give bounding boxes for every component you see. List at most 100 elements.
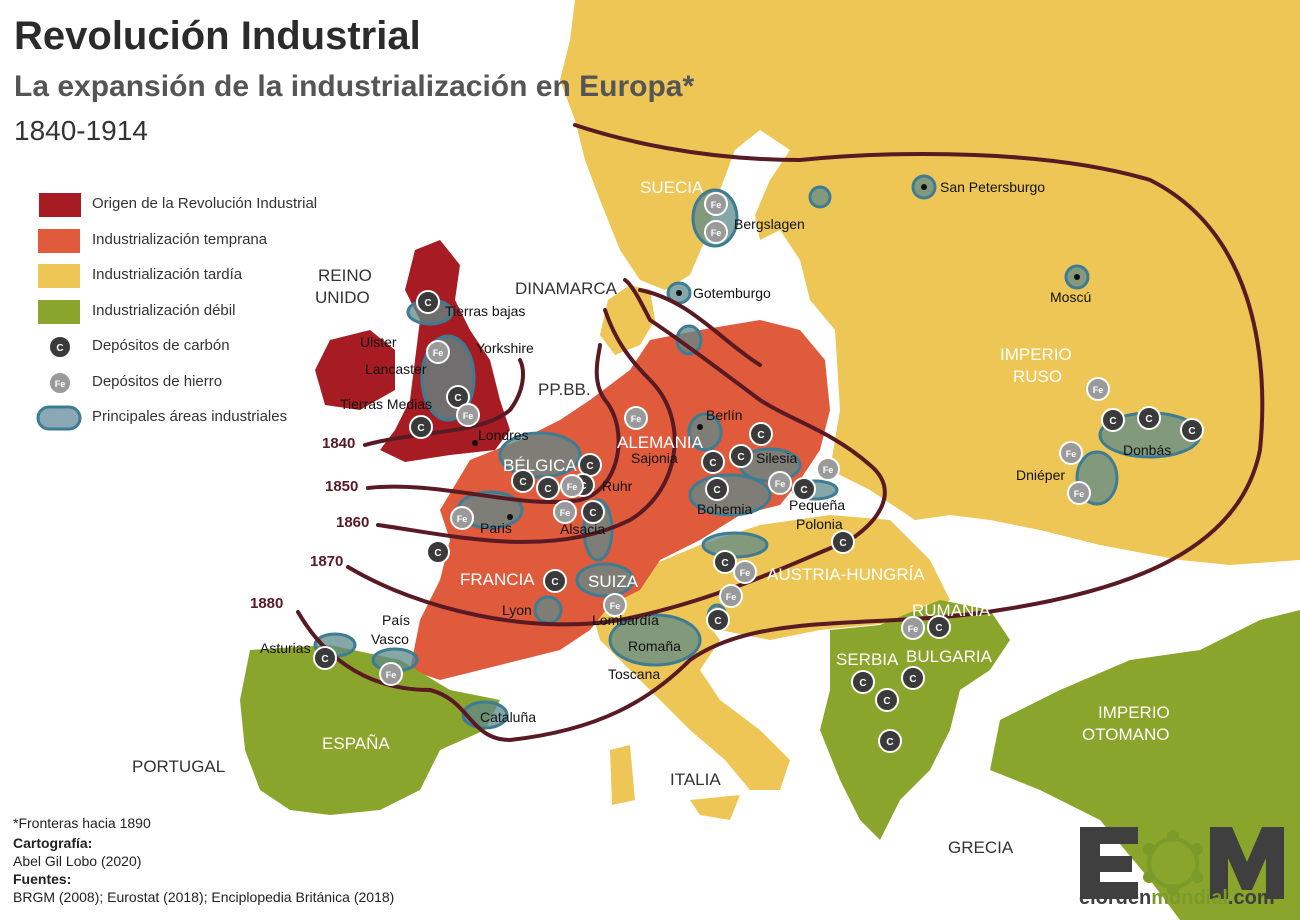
coal-deposit-icon: C: [1137, 406, 1161, 430]
place-label-lancaster: Lancaster: [365, 361, 427, 377]
iron-deposit-icon: Fe: [624, 406, 648, 430]
eom-logo: [1080, 827, 1284, 899]
svg-text:Fe: Fe: [711, 200, 722, 210]
svg-text:Fe: Fe: [610, 601, 621, 611]
country-label-suecia: SUECIA: [640, 178, 704, 197]
year-label-1870: 1870: [310, 553, 343, 570]
iron-deposit-icon: Fe: [553, 500, 577, 524]
place-label-tierras-bajas: Tierras bajas: [445, 303, 525, 319]
coal-deposit-icon: C: [543, 569, 567, 593]
city-dot-londres: [472, 440, 478, 446]
svg-text:C: C: [1145, 414, 1152, 425]
legend-label: Industrialización temprana: [92, 230, 268, 248]
place-label-londres: Londres: [478, 427, 529, 443]
legend-label: Industrialización tardía: [92, 266, 243, 283]
city-dots: [472, 184, 1080, 520]
brand-wordmark[interactable]: elordenmundial.com: [1079, 887, 1275, 910]
map-subtitle: La expansión de la industrialización en …: [14, 70, 695, 103]
country-label-espana: ESPAÑA: [322, 734, 390, 753]
svg-text:Fe: Fe: [386, 670, 397, 680]
coal-deposit-icon: C: [313, 646, 337, 670]
expansion-line-1840: [363, 358, 525, 447]
svg-text:C: C: [721, 558, 728, 569]
place-label-bergslagen: Bergslagen: [734, 216, 805, 232]
coal-deposit-icon: C: [901, 666, 925, 690]
legend-swatch-weak: [38, 299, 80, 324]
svg-text:Fe: Fe: [711, 228, 722, 238]
brand-suffix: .com: [1227, 887, 1275, 909]
place-label-moscu: Moscú: [1050, 289, 1091, 305]
iron-deposit-icon: Fe: [1059, 441, 1083, 465]
expansion-line-1850: [366, 343, 621, 505]
place-label-silesia: Silesia: [756, 450, 797, 466]
place-label-ulster: Ulster: [360, 334, 397, 350]
place-label-dnieper: Dniéper: [1016, 467, 1065, 483]
footer-cartography-label: Cartografía:: [13, 835, 93, 851]
country-label-suiza: SUIZA: [588, 572, 639, 591]
svg-text:Fe: Fe: [740, 568, 751, 578]
coal-deposit-icon: C: [701, 450, 725, 474]
svg-text:C: C: [935, 623, 942, 634]
svg-text:C: C: [424, 298, 431, 309]
coal-deposit-icon: C: [416, 290, 440, 314]
place-label-pequena-polonia-2: Polonia: [796, 516, 843, 532]
svg-text:C: C: [886, 737, 893, 748]
industrial-area-austria: [701, 531, 769, 559]
country-label-grecia: GRECIA: [948, 838, 1014, 857]
svg-text:C: C: [909, 674, 916, 685]
iron-deposit-icon: Fe: [1086, 377, 1110, 401]
svg-text:Fe: Fe: [823, 465, 834, 475]
svg-text:Fe: Fe: [726, 592, 737, 602]
svg-text:C: C: [883, 696, 890, 707]
country-label-alemania: ALEMANIA: [617, 433, 704, 452]
svg-text:Fe: Fe: [433, 348, 444, 358]
map-title: Revolución Industrial: [14, 14, 421, 58]
iron-deposit-icon: Fe: [733, 560, 757, 584]
place-label-toscana: Toscana: [608, 666, 660, 682]
industrial-area-belgica: [498, 431, 582, 479]
country-label-bulgaria: BULGARIA: [906, 647, 993, 666]
country-label-dinamarca: DINAMARCA: [515, 279, 618, 298]
svg-text:Fe: Fe: [457, 514, 468, 524]
coal-deposit-icon: C: [927, 615, 951, 639]
footer-sources-value: BRGM (2008); Eurostat (2018); Enciploped…: [13, 889, 395, 905]
place-label-sajonia: Sajonia: [631, 450, 678, 466]
expansion-lines: [296, 123, 1265, 743]
country-label-serbia: SERBIA: [836, 650, 899, 669]
country-label-belgica: BÉLGICA: [503, 456, 577, 475]
place-label-pais-vasco-2: Vasco: [371, 631, 409, 647]
coal-deposit-icon: C: [851, 670, 875, 694]
expansion-line-1880-north: [638, 288, 762, 367]
place-label-lyon: Lyon: [502, 602, 532, 618]
coal-deposit-icon: C: [729, 444, 753, 468]
svg-text:C: C: [737, 452, 744, 463]
iron-deposit-icon: Fe: [560, 474, 584, 498]
place-label-cataluna: Cataluña: [480, 709, 536, 725]
coal-deposit-icon: C: [578, 453, 602, 477]
place-label-bohemia: Bohemia: [697, 501, 752, 517]
svg-text:C: C: [800, 485, 807, 496]
brand-prefix: elorden: [1079, 887, 1152, 909]
svg-text:C: C: [321, 654, 328, 665]
city-dot-gotemburgo: [676, 290, 682, 296]
expansion-line-1860: [376, 308, 677, 544]
industrial-area-lyon: [533, 595, 563, 625]
place-label-tierras-medias: Tierras Medias: [340, 396, 432, 412]
coal-deposit-icon: C: [713, 550, 737, 574]
svg-text:C: C: [709, 458, 716, 469]
coal-deposit-icon: C: [1180, 418, 1204, 442]
city-dot-san-petersburgo: [921, 184, 927, 190]
iron-deposit-icon: Fe: [768, 471, 792, 495]
svg-text:C: C: [586, 461, 593, 472]
svg-text:C: C: [757, 430, 764, 441]
country-label-imperio-otomano-1: IMPERIO: [1098, 703, 1170, 722]
region-france-germany: [410, 320, 830, 680]
footer-cartography-value: Abel Gil Lobo (2020): [13, 853, 142, 869]
region-balkans: [820, 600, 1010, 840]
iron-deposit-icon: Fe: [379, 662, 403, 686]
iron-deposit-icon: Fe: [901, 616, 925, 640]
legend-label: Depósitos de hierro: [92, 372, 223, 390]
iron-deposit-icon: Fe: [426, 340, 450, 364]
svg-text:C: C: [713, 485, 720, 496]
